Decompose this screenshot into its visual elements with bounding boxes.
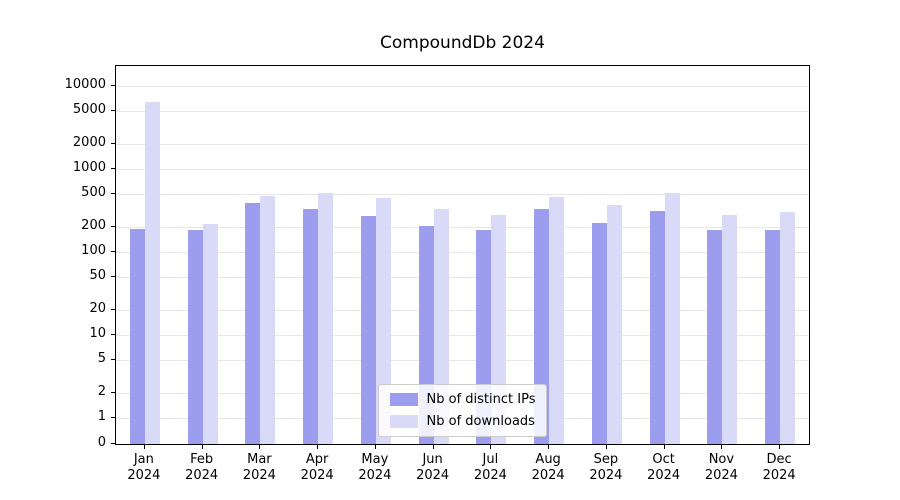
bar-downloads xyxy=(722,214,738,444)
gridline xyxy=(116,110,809,112)
x-tick-label: Dec 2024 xyxy=(762,452,796,483)
bar-distinct-ips xyxy=(765,229,781,444)
y-tick-label: 100 xyxy=(81,243,106,258)
x-tick-label: May 2024 xyxy=(358,452,392,483)
bar-downloads xyxy=(375,197,391,444)
x-tick-mark xyxy=(605,445,607,449)
x-tick-label: Nov 2024 xyxy=(704,452,738,483)
x-tick-mark xyxy=(143,445,145,449)
y-tick-mark xyxy=(111,109,115,111)
x-tick-mark xyxy=(663,445,665,449)
bar-distinct-ips xyxy=(649,211,665,444)
gridline xyxy=(116,335,809,336)
gridline xyxy=(116,86,809,87)
x-tick-label: Jan 2024 xyxy=(127,452,161,483)
bar-distinct-ips xyxy=(129,228,145,444)
gridline xyxy=(116,276,809,278)
y-tick-label: 10000 xyxy=(64,77,106,92)
y-tick-mark xyxy=(111,275,115,277)
y-tick-label: 0 xyxy=(97,435,106,450)
bar-distinct-ips xyxy=(245,202,261,444)
gridline xyxy=(116,310,809,311)
bars-layer xyxy=(116,66,809,444)
x-tick-label: Feb 2024 xyxy=(185,452,219,483)
x-tick-mark xyxy=(374,445,376,449)
y-tick-label: 1 xyxy=(97,409,106,424)
y-tick-mark xyxy=(111,334,115,335)
x-tick-label: Mar 2024 xyxy=(242,452,276,483)
y-tick-mark xyxy=(111,358,115,360)
legend-swatch-downloads xyxy=(389,415,418,428)
bar-downloads xyxy=(549,197,565,444)
y-tick-label: 50 xyxy=(89,267,106,283)
bar-downloads xyxy=(780,212,796,444)
y-tick-mark xyxy=(111,192,115,194)
bar-downloads xyxy=(318,192,334,444)
legend-item-downloads: Nb of downloads xyxy=(389,414,536,429)
legend-label-downloads: Nb of downloads xyxy=(426,414,535,429)
y-tick-label: 10 xyxy=(89,326,106,341)
legend-label-distinct-ips: Nb of distinct IPs xyxy=(426,392,536,407)
y-tick-label: 2 xyxy=(97,384,106,399)
x-tick-mark xyxy=(432,445,434,449)
x-tick-label: Jul 2024 xyxy=(473,452,507,483)
x-tick-mark xyxy=(721,445,723,449)
bar-downloads xyxy=(144,101,160,444)
y-tick-label: 5000 xyxy=(72,101,106,117)
x-tick-mark xyxy=(317,445,319,449)
bar-distinct-ips xyxy=(303,208,319,444)
gridline xyxy=(116,359,809,361)
y-tick-label: 200 xyxy=(81,218,106,233)
bar-distinct-ips xyxy=(707,229,723,444)
x-tick-mark xyxy=(490,445,492,449)
bar-distinct-ips xyxy=(591,222,607,444)
bar-downloads xyxy=(664,192,680,444)
bar-downloads xyxy=(606,204,622,444)
bar-downloads xyxy=(260,196,276,444)
bar-distinct-ips xyxy=(187,229,203,444)
chart-title: CompoundDb 2024 xyxy=(380,33,545,53)
x-tick-label: Apr 2024 xyxy=(300,452,334,483)
y-tick-mark xyxy=(111,168,115,169)
y-tick-mark xyxy=(111,392,115,393)
gridline xyxy=(116,144,809,145)
x-tick-mark xyxy=(548,445,550,449)
y-tick-mark xyxy=(111,143,115,144)
legend: Nb of distinct IPs Nb of downloads xyxy=(377,384,548,437)
y-tick-mark xyxy=(111,309,115,310)
x-tick-label: Oct 2024 xyxy=(647,452,681,483)
y-tick-mark xyxy=(111,85,115,86)
y-tick-label: 1000 xyxy=(72,160,106,175)
x-tick-mark xyxy=(259,445,261,449)
bar-downloads xyxy=(202,224,218,444)
plot-area: Nb of distinct IPs Nb of downloads xyxy=(115,65,810,445)
gridline xyxy=(116,227,809,228)
x-tick-label: Aug 2024 xyxy=(531,452,565,483)
gridline xyxy=(116,169,809,170)
x-tick-mark xyxy=(201,445,203,449)
y-tick-mark xyxy=(111,226,115,227)
y-tick-mark xyxy=(111,443,115,444)
bar-distinct-ips xyxy=(360,216,376,444)
y-tick-label: 20 xyxy=(89,301,106,316)
y-tick-label: 500 xyxy=(81,184,106,200)
x-tick-mark xyxy=(779,445,781,449)
gridline xyxy=(116,193,809,195)
y-tick-label: 2000 xyxy=(72,135,106,150)
legend-swatch-distinct-ips xyxy=(389,393,418,406)
y-tick-mark xyxy=(111,417,115,418)
gridline xyxy=(116,252,809,253)
x-tick-label: Sep 2024 xyxy=(589,452,623,483)
y-tick-label: 5 xyxy=(97,350,106,366)
y-tick-mark xyxy=(111,251,115,252)
legend-item-distinct-ips: Nb of distinct IPs xyxy=(389,392,536,407)
x-tick-label: Jun 2024 xyxy=(416,452,450,483)
